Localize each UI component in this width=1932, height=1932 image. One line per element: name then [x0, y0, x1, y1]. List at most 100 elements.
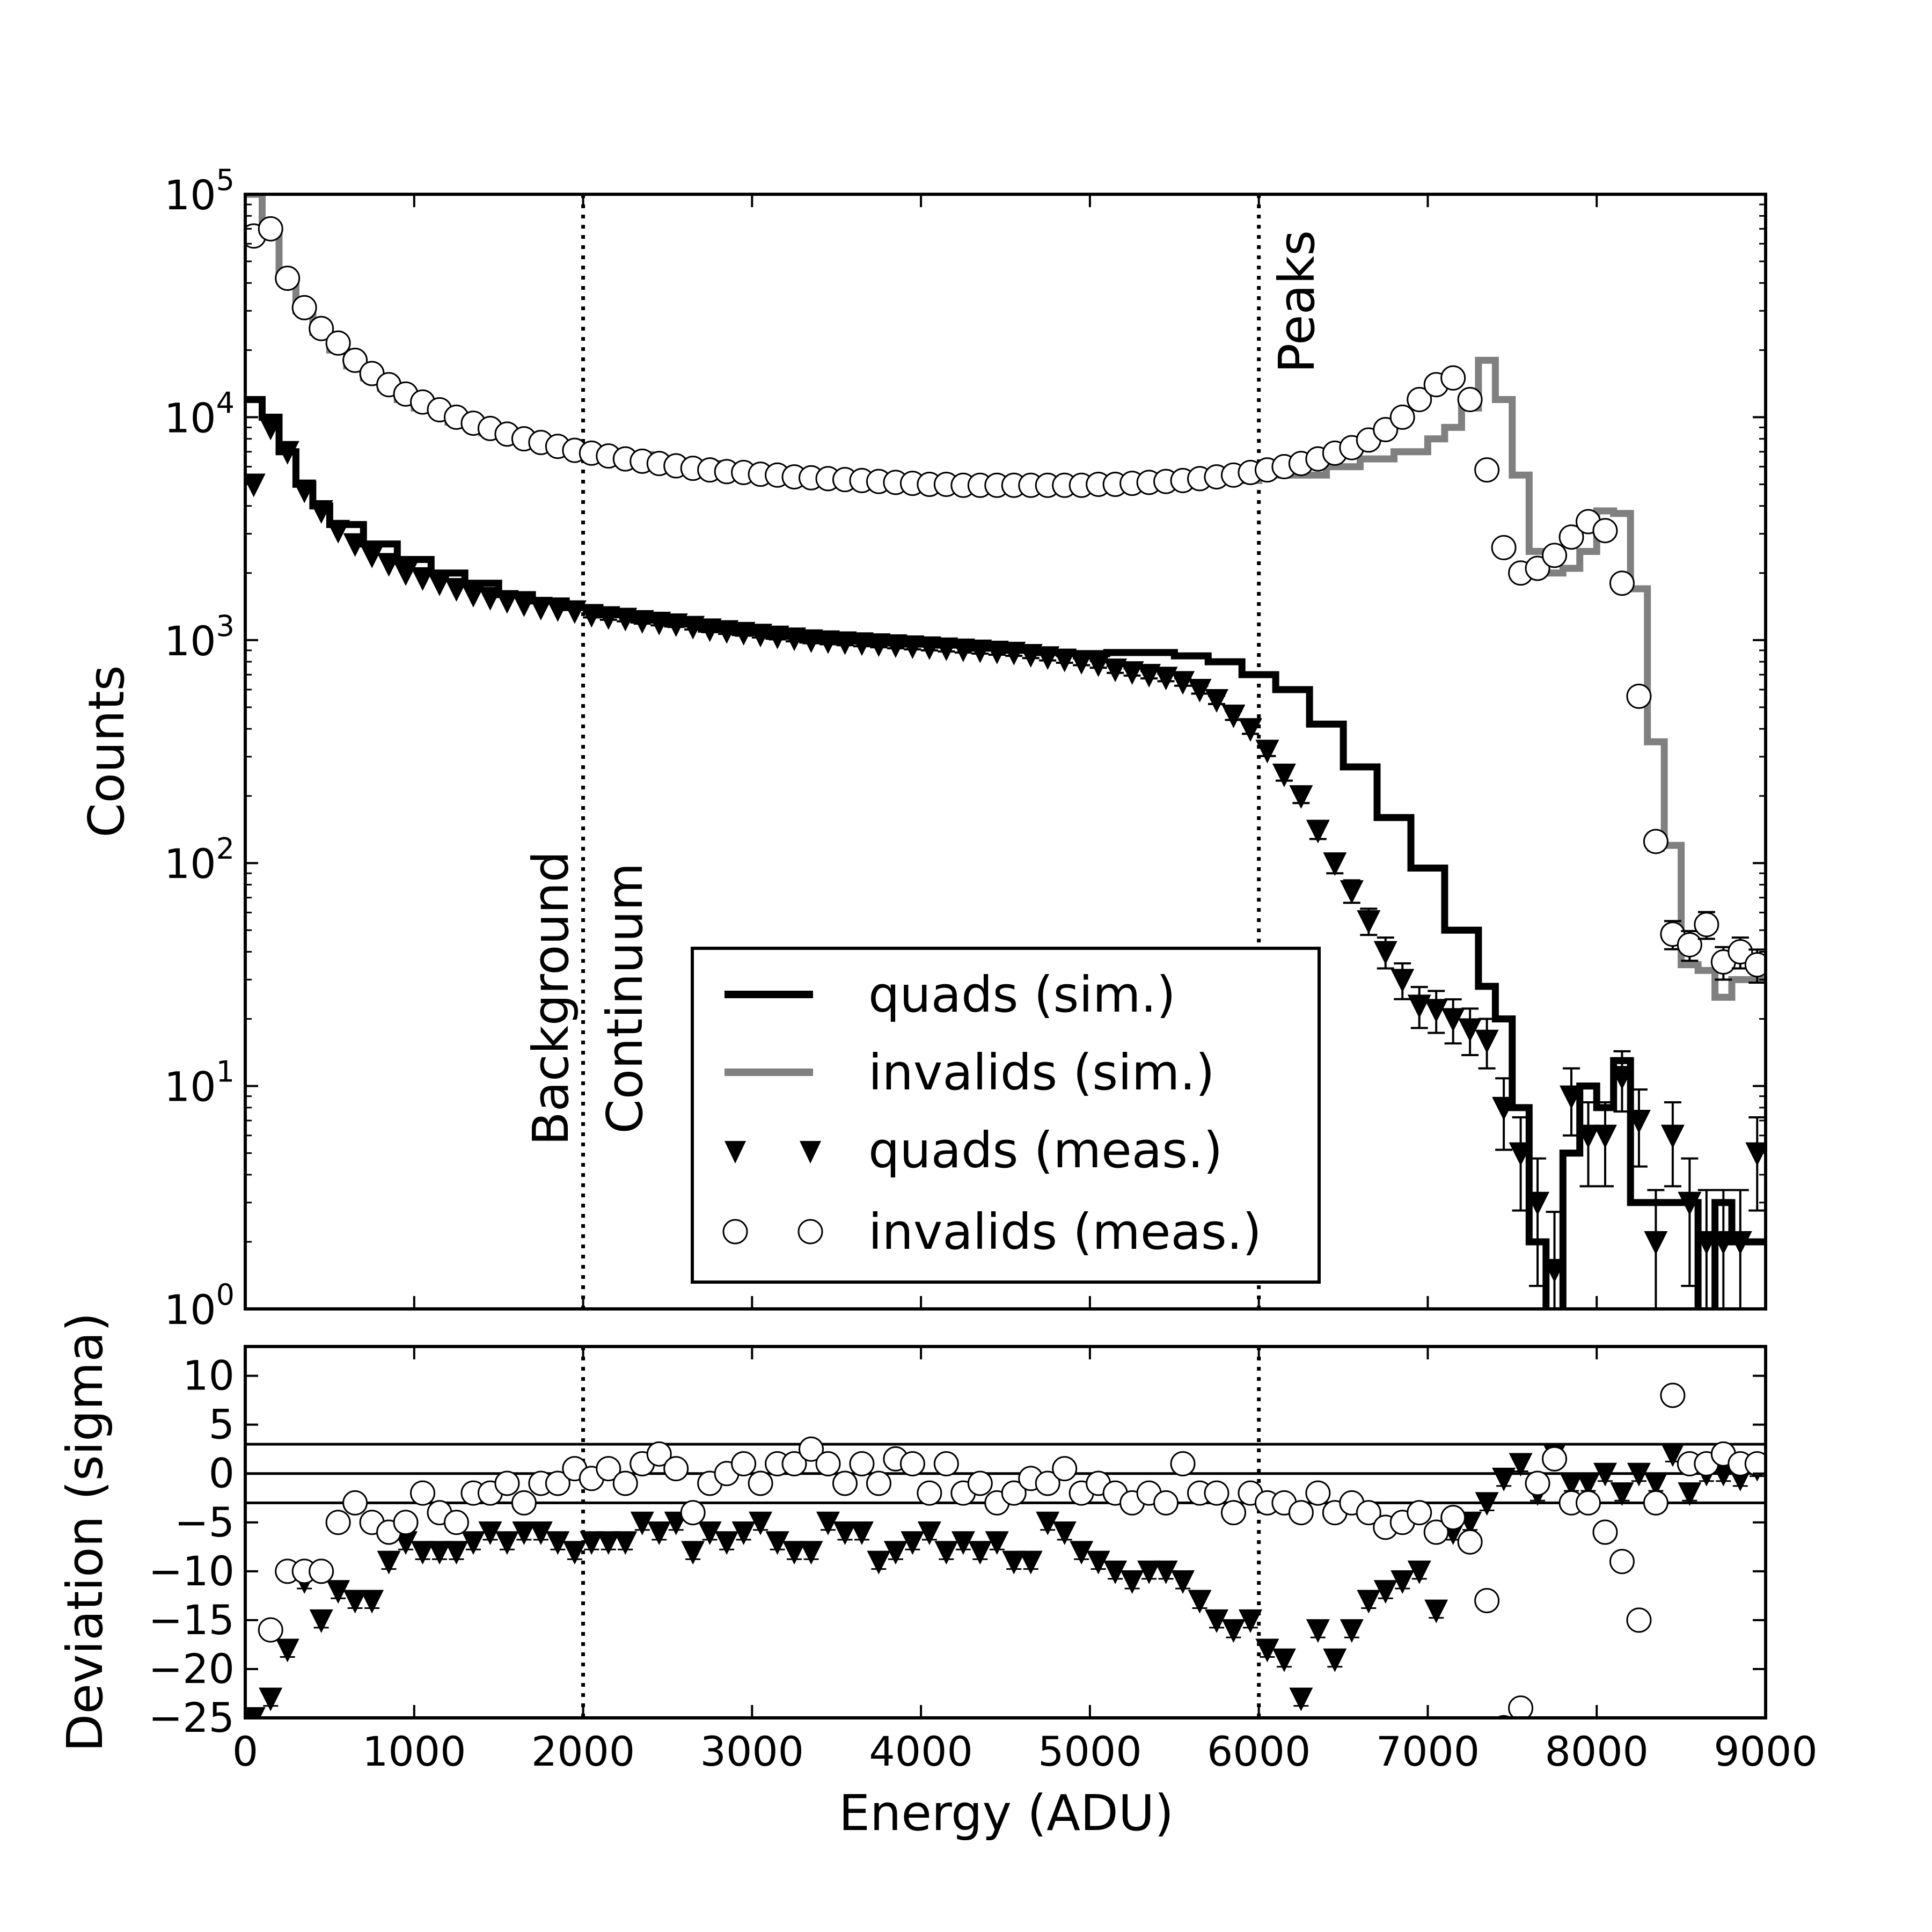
dev-marker-quads-meas-63: [1306, 1619, 1330, 1643]
marker-invalids-meas-76: [1525, 555, 1550, 581]
dev-marker-quads-meas-36: [850, 1521, 874, 1545]
marker-quads-meas-70: [1424, 999, 1448, 1023]
marker-quads-meas-64: [1323, 852, 1347, 876]
counts-ytick-label-4: 104: [164, 386, 235, 442]
marker-quads-meas-25: [664, 613, 688, 637]
counts-ticks: [244, 193, 1767, 1310]
marker-quads-meas-31: [765, 625, 789, 649]
marker-quads-meas-68: [1391, 969, 1415, 993]
legend-box: [691, 947, 1321, 1284]
deviation-ytick-label-5: 5: [209, 1401, 235, 1448]
marker-quads-meas-44: [985, 640, 1009, 664]
dev-marker-invalids-meas-40: [917, 1480, 942, 1506]
x-tick-label-5000: 5000: [1038, 1728, 1141, 1775]
dev-marker-invalids-meas-48: [1052, 1456, 1078, 1482]
marker-quads-meas-43: [968, 639, 992, 663]
marker-quads-meas-76: [1526, 1191, 1550, 1216]
deviation-ytick-label--20: −20: [149, 1645, 235, 1693]
marker-quads-meas-71: [1441, 1008, 1465, 1032]
dev-marker-invalids-meas-37: [866, 1470, 891, 1496]
marker-quads-meas-56: [1188, 678, 1212, 702]
marker-invalids-meas-2: [275, 266, 301, 291]
dev-marker-quads-meas-74: [1492, 1467, 1516, 1491]
dev-marker-invalids-meas-33: [799, 1436, 824, 1462]
dev-marker-quads-meas-40: [917, 1521, 941, 1545]
counts-ytick-base-0: 10: [164, 1286, 216, 1334]
dev-marker-invalids-meas-29: [731, 1451, 757, 1477]
marker-quads-meas-23: [630, 610, 654, 634]
dev-marker-quads-meas-56: [1188, 1590, 1212, 1614]
x-tick-label-7000: 7000: [1376, 1728, 1480, 1775]
marker-quads-meas-85: [1678, 1191, 1702, 1216]
marker-quads-meas-75: [1509, 1142, 1533, 1166]
dev-marker-quads-meas-41: [934, 1541, 958, 1565]
marker-quads-meas-29: [731, 621, 756, 646]
marker-invalids-meas-73: [1474, 457, 1500, 483]
marker-quads-meas-0: [245, 473, 266, 497]
dev-marker-quads-meas-55: [1171, 1570, 1195, 1594]
dev-marker-quads-meas-78: [1560, 1472, 1584, 1496]
dev-marker-invalids-meas-54: [1153, 1490, 1179, 1516]
marker-quads-meas-83: [1644, 1231, 1668, 1255]
x-tick-label-6000: 6000: [1207, 1728, 1311, 1775]
dev-marker-invalids-meas-26: [680, 1500, 706, 1526]
dev-marker-quads-meas-1: [259, 1687, 283, 1711]
marker-quads-meas-81: [1610, 1066, 1634, 1090]
dev-marker-invalids-meas-25: [663, 1456, 689, 1482]
marker-quads-meas-15: [495, 590, 519, 614]
dev-marker-invalids-meas-57: [1204, 1480, 1230, 1506]
dev-marker-quads-meas-62: [1289, 1687, 1313, 1711]
dev-marker-invalids-meas-77: [1542, 1446, 1568, 1472]
dev-marker-invalids-meas-30: [748, 1470, 773, 1496]
dev-marker-invalids-meas-21: [596, 1456, 621, 1482]
deviation-ticks: [244, 1346, 1767, 1719]
dev-marker-quads-meas-32: [782, 1541, 807, 1565]
marker-quads-meas-16: [512, 593, 536, 617]
counts-ytick-label-3: 103: [164, 609, 235, 665]
dev-marker-invalids-meas-36: [849, 1451, 875, 1477]
marker-quads-meas-59: [1238, 718, 1262, 742]
dev-marker-invalids-meas-47: [1035, 1470, 1060, 1496]
marker-quads-meas-42: [951, 638, 975, 662]
dev-marker-invalids-meas-22: [612, 1470, 638, 1496]
marker-quads-meas-1: [259, 416, 283, 441]
dev-marker-invalids-meas-58: [1220, 1500, 1246, 1526]
marker-invalids-meas-85: [1677, 932, 1702, 957]
dev-marker-quads-meas-53: [1137, 1560, 1161, 1584]
marker-quads-meas-77: [1542, 1258, 1567, 1283]
marker-invalids-meas-80: [1592, 518, 1618, 544]
marker-quads-meas-20: [580, 604, 604, 628]
x-tick-label-8000: 8000: [1545, 1728, 1649, 1775]
dev-marker-invalids-meas-82: [1626, 1607, 1652, 1633]
dev-marker-quads-meas-64: [1323, 1648, 1347, 1672]
dev-marker-quads-meas-54: [1154, 1560, 1178, 1584]
dev-marker-quads-meas-7: [360, 1590, 384, 1614]
dev-marker-invalids-meas-1: [258, 1617, 283, 1643]
marker-quads-meas-78: [1560, 1085, 1584, 1109]
dev-marker-quads-meas-34: [816, 1511, 840, 1535]
deviation-ytick-label--5: −5: [174, 1498, 235, 1546]
marker-quads-meas-26: [681, 616, 705, 640]
legend-label-quads-meas: quads (meas.): [868, 1122, 1223, 1179]
marker-invalids-meas-81: [1609, 570, 1635, 596]
dev-marker-invalids-meas-80: [1592, 1519, 1618, 1545]
x-tick-label-9000: 9000: [1714, 1728, 1817, 1775]
dev-marker-invalids-meas-24: [646, 1441, 672, 1467]
marker-invalids-meas-69: [1407, 387, 1432, 413]
dev-marker-quads-meas-31: [765, 1531, 789, 1555]
dev-marker-quads-meas-65: [1340, 1619, 1364, 1643]
marker-invalids-meas-78: [1558, 524, 1584, 550]
dev-marker-invalids-meas-43: [967, 1470, 993, 1496]
dev-marker-invalids-meas-34: [815, 1451, 841, 1477]
dev-marker-quads-meas-27: [698, 1521, 722, 1545]
marker-quads-meas-6: [343, 533, 367, 557]
legend-marker-invalids-meas-a: [722, 1219, 748, 1245]
dev-marker-quads-meas-85: [1678, 1482, 1702, 1506]
marker-quads-meas-63: [1306, 819, 1330, 844]
dev-marker-quads-meas-0: [245, 1707, 266, 1718]
dev-marker-invalids-meas-10: [410, 1480, 436, 1506]
dev-marker-invalids-meas-35: [832, 1470, 858, 1496]
dev-marker-quads-meas-30: [749, 1511, 773, 1535]
marker-quads-meas-55: [1171, 671, 1195, 695]
